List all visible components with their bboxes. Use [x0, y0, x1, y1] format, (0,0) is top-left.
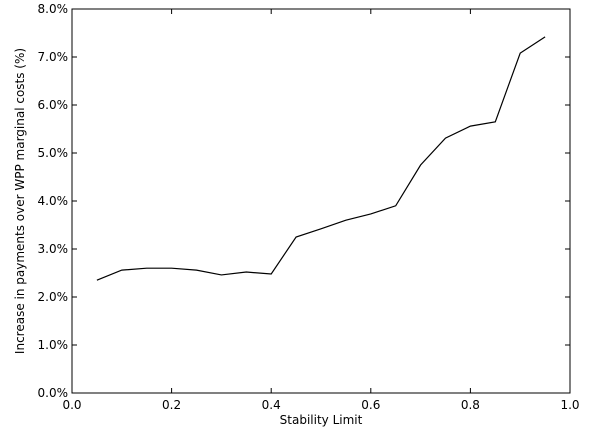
- y-tick-label: 7.0%: [38, 50, 69, 64]
- y-tick-label: 3.0%: [38, 242, 69, 256]
- x-tick-label: 1.0: [560, 398, 579, 412]
- y-tick-label: 8.0%: [38, 2, 69, 16]
- y-tick-label: 2.0%: [38, 290, 69, 304]
- y-tick-label: 4.0%: [38, 194, 69, 208]
- x-tick-label: 0.6: [361, 398, 380, 412]
- x-axis-label: Stability Limit: [280, 413, 363, 427]
- y-axis-label: Increase in payments over WPP marginal c…: [13, 48, 27, 354]
- y-tick-label: 5.0%: [38, 146, 69, 160]
- y-tick-label: 6.0%: [38, 98, 69, 112]
- x-tick-label: 0.2: [162, 398, 181, 412]
- data-line: [96, 36, 546, 281]
- plot-frame: [71, 8, 571, 394]
- x-tick-label: 0.4: [262, 398, 281, 412]
- x-tick-label: 0.8: [461, 398, 480, 412]
- x-tick-label: 0.0: [62, 398, 81, 412]
- y-tick-label: 0.0%: [38, 386, 69, 400]
- y-tick-label: 1.0%: [38, 338, 69, 352]
